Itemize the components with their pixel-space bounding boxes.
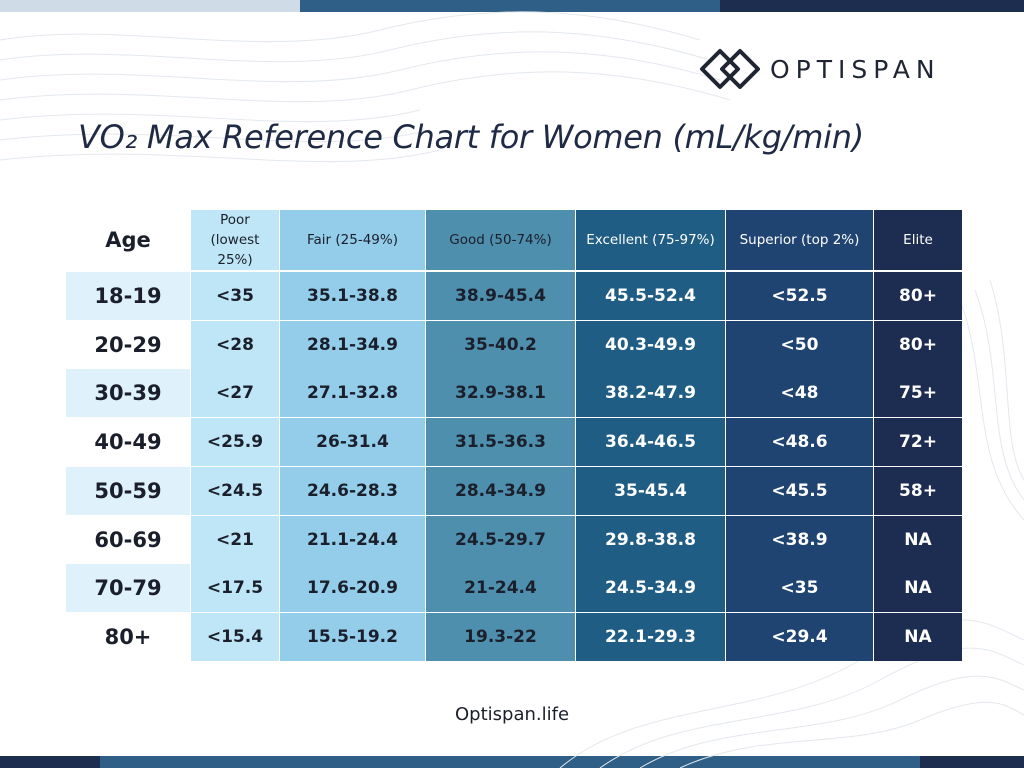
table-cell-elite: 80+ bbox=[874, 321, 962, 369]
table-cell-elite: NA bbox=[874, 564, 962, 612]
table-cell-excellent: 45.5-52.4 bbox=[576, 272, 725, 320]
age-cell: 40-49 bbox=[94, 430, 162, 454]
age-cell: 60-69 bbox=[94, 528, 162, 552]
table-cell-excellent: 22.1-29.3 bbox=[576, 613, 725, 661]
table-cell-good: 31.5-36.3 bbox=[426, 418, 575, 466]
chart-title: VO₂ Max Reference Chart for Women (mL/kg… bbox=[78, 118, 864, 156]
bottom-decorative-bar bbox=[0, 756, 1024, 768]
table-cell-excellent: 36.4-46.5 bbox=[576, 418, 725, 466]
age-cell: 50-59 bbox=[66, 467, 190, 515]
table-cell-elite: 75+ bbox=[874, 369, 962, 417]
table-cell-elite: NA bbox=[874, 516, 962, 564]
table-cell-superior: <38.9 bbox=[726, 516, 873, 564]
table-cell-good: 28.4-34.9 bbox=[426, 467, 575, 515]
table-cell-poor: <15.4 bbox=[191, 613, 279, 661]
top-decorative-bar bbox=[0, 0, 1024, 12]
table-cell-poor: <17.5 bbox=[191, 564, 279, 612]
table-cell-good: 35-40.2 bbox=[426, 321, 575, 369]
table-cell-fair: 24.6-28.3 bbox=[280, 467, 425, 515]
table-cell-fair: 26-31.4 bbox=[280, 418, 425, 466]
table-cell-superior: <48.6 bbox=[726, 418, 873, 466]
table-cell-good: 19.3-22 bbox=[426, 613, 575, 661]
table-cell-excellent: 29.8-38.8 bbox=[576, 516, 725, 564]
table-cell-poor: <35 bbox=[191, 272, 279, 320]
table-cell-good: 24.5-29.7 bbox=[426, 516, 575, 564]
column-header-age: Age bbox=[105, 228, 151, 252]
table-cell-poor: <21 bbox=[191, 516, 279, 564]
table-cell-fair: 27.1-32.8 bbox=[280, 369, 425, 417]
age-cell: 80+ bbox=[104, 625, 152, 649]
table-cell-superior: <48 bbox=[726, 369, 873, 417]
table-cell-fair: 21.1-24.4 bbox=[280, 516, 425, 564]
column-header-fair: Fair (25-49%) bbox=[280, 210, 425, 270]
interlocking-diamonds-logo-icon bbox=[700, 49, 760, 89]
table-cell-excellent: 38.2-47.9 bbox=[576, 369, 725, 417]
age-cell: 30-39 bbox=[66, 369, 190, 417]
column-header-poor: Poor (lowest 25%) bbox=[191, 210, 279, 270]
table-cell-elite: 58+ bbox=[874, 467, 962, 515]
column-header-elite: Elite bbox=[874, 210, 962, 270]
table-cell-good: 21-24.4 bbox=[426, 564, 575, 612]
table-cell-excellent: 35-45.4 bbox=[576, 467, 725, 515]
table-cell-superior: <50 bbox=[726, 321, 873, 369]
age-cell: 70-79 bbox=[66, 564, 190, 612]
brand-name: OPTISPAN bbox=[770, 54, 941, 84]
table-cell-elite: 80+ bbox=[874, 272, 962, 320]
table-cell-poor: <24.5 bbox=[191, 467, 279, 515]
table-cell-fair: 28.1-34.9 bbox=[280, 321, 425, 369]
table-cell-good: 32.9-38.1 bbox=[426, 369, 575, 417]
age-cell: 20-29 bbox=[94, 333, 162, 357]
table-cell-good: 38.9-45.4 bbox=[426, 272, 575, 320]
table-cell-fair: 15.5-19.2 bbox=[280, 613, 425, 661]
footer-url: Optispan.life bbox=[454, 704, 570, 725]
brand-logo: OPTISPAN bbox=[698, 46, 941, 92]
table-cell-poor: <28 bbox=[191, 321, 279, 369]
table-cell-poor: <25.9 bbox=[191, 418, 279, 466]
table-cell-poor: <27 bbox=[191, 369, 279, 417]
table-cell-superior: <45.5 bbox=[726, 467, 873, 515]
table-cell-fair: 35.1-38.8 bbox=[280, 272, 425, 320]
column-header-superior: Superior (top 2%) bbox=[726, 210, 873, 270]
table-cell-fair: 17.6-20.9 bbox=[280, 564, 425, 612]
table-cell-excellent: 40.3-49.9 bbox=[576, 321, 725, 369]
table-cell-elite: NA bbox=[874, 613, 962, 661]
table-cell-superior: <35 bbox=[726, 564, 873, 612]
column-header-good: Good (50-74%) bbox=[426, 210, 575, 270]
table-cell-superior: <29.4 bbox=[726, 613, 873, 661]
column-header-excellent: Excellent (75-97%) bbox=[576, 210, 725, 270]
table-cell-elite: 72+ bbox=[874, 418, 962, 466]
table-cell-excellent: 24.5-34.9 bbox=[576, 564, 725, 612]
age-cell: 18-19 bbox=[66, 272, 190, 320]
table-cell-superior: <52.5 bbox=[726, 272, 873, 320]
